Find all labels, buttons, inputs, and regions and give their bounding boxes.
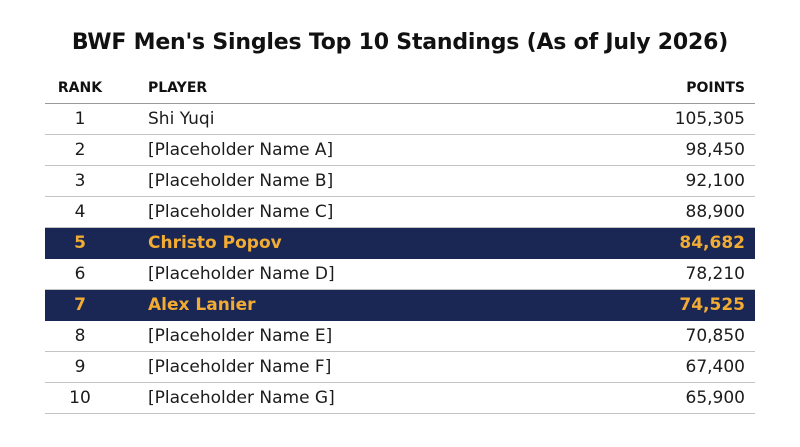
- rank-cell: 3: [74, 171, 86, 191]
- points-cell: 78,210: [685, 264, 745, 284]
- rank-cell: 8: [74, 326, 86, 346]
- points-cell: 74,525: [679, 295, 745, 315]
- points-cell: 98,450: [685, 140, 745, 160]
- table-row: 6 [Placeholder Name D] 78,210: [45, 259, 755, 290]
- points-cell: 65,900: [685, 388, 745, 408]
- column-header-rank: RANK: [57, 80, 103, 96]
- player-cell: Alex Lanier: [148, 295, 256, 315]
- table-row-highlighted: 5 Christo Popov 84,682: [45, 228, 755, 259]
- table-header-row: RANK PLAYER POINTS: [45, 73, 755, 104]
- player-cell: [Placeholder Name B]: [148, 171, 334, 191]
- points-cell: 92,100: [685, 171, 745, 191]
- table-row: 3 [Placeholder Name B] 92,100: [45, 166, 755, 197]
- rank-cell: 9: [74, 357, 86, 377]
- column-header-player: PLAYER: [148, 80, 208, 96]
- column-header-points: POINTS: [686, 80, 745, 96]
- rank-cell: 5: [74, 233, 86, 253]
- player-cell: [Placeholder Name F]: [148, 357, 332, 377]
- points-cell: 105,305: [674, 109, 745, 129]
- rank-cell: 4: [74, 202, 86, 222]
- table-row: 8 [Placeholder Name E] 70,850: [45, 321, 755, 352]
- standings-table: RANK PLAYER POINTS 1 Shi Yuqi 105,305 2 [Pla…: [45, 73, 755, 414]
- rank-cell: 10: [69, 388, 91, 408]
- points-cell: 70,850: [685, 326, 745, 346]
- player-cell: [Placeholder Name C]: [148, 202, 334, 222]
- player-cell: [Placeholder Name E]: [148, 326, 333, 346]
- rank-cell: 6: [74, 264, 86, 284]
- rank-cell: 7: [74, 295, 86, 315]
- player-cell: [Placeholder Name D]: [148, 264, 335, 284]
- points-cell: 84,682: [679, 233, 745, 253]
- player-cell: Shi Yuqi: [148, 109, 215, 129]
- points-cell: 88,900: [685, 202, 745, 222]
- table-row: 9 [Placeholder Name F] 67,400: [45, 352, 755, 383]
- table-row-highlighted: 7 Alex Lanier 74,525: [45, 290, 755, 321]
- table-row: 1 Shi Yuqi 105,305: [45, 104, 755, 135]
- chart-title: BWF Men's Singles Top 10 Standings (As o…: [71, 30, 729, 55]
- table-body: 1 Shi Yuqi 105,305 2 [Placeholder Name A] 98,…: [45, 104, 755, 414]
- player-cell: [Placeholder Name G]: [148, 388, 335, 408]
- player-cell: Christo Popov: [148, 233, 282, 253]
- table-row: 4 [Placeholder Name C] 88,900: [45, 197, 755, 228]
- rank-cell: 2: [74, 140, 86, 160]
- table-row: 10 [Placeholder Name G] 65,900: [45, 383, 755, 414]
- points-cell: 67,400: [685, 357, 745, 377]
- table-row: 2 [Placeholder Name A] 98,450: [45, 135, 755, 166]
- player-cell: [Placeholder Name A]: [148, 140, 334, 160]
- rank-cell: 1: [74, 109, 86, 129]
